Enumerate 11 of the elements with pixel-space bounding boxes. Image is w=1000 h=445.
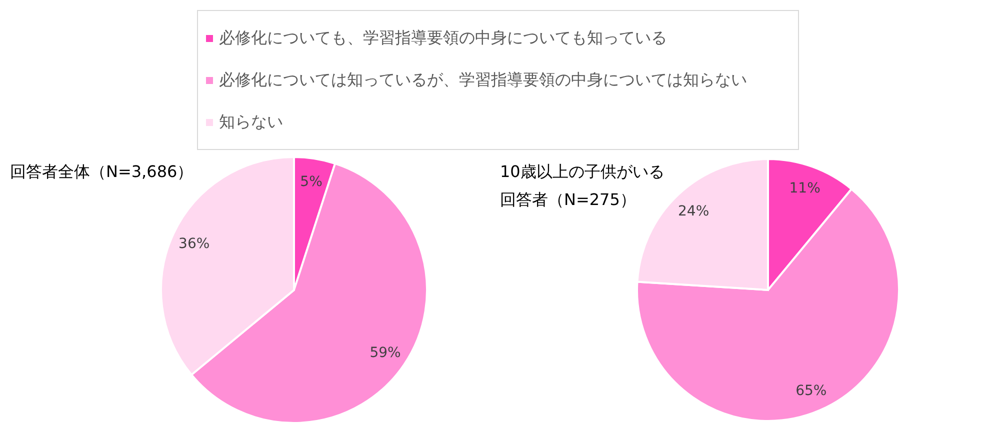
legend-label: 必修化についても、学習指導要領の中身についても知っている [219,28,667,48]
text: 回答者全体（N=3,686） [10,161,194,183]
text: 10歳以上の子供がいる回答者（N=275） [500,161,666,211]
data-label: 36% [178,236,210,252]
data-label: 24% [678,204,710,220]
legend-label: 知らない [219,112,283,132]
data-label: 65% [796,382,827,399]
legend-label: 必修化については知っているが、学習指導要領の中身については知らない [219,70,747,90]
data-label: 5% [300,174,322,190]
data-label: 11% [789,180,820,197]
data-label: 59% [370,345,401,362]
